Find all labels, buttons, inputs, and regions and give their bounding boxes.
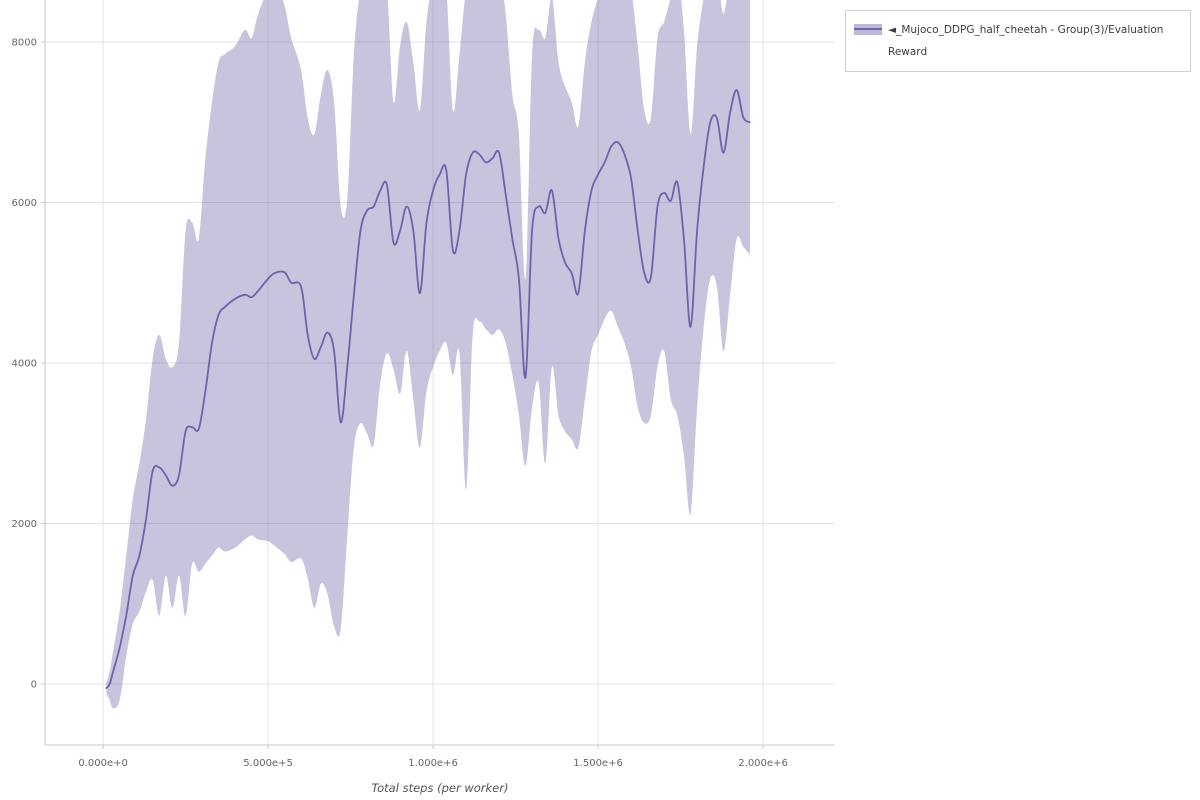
legend-line-mark [854,28,882,30]
legend-label: ◄_Mujoco_DDPG_half_cheetah - Group(3)/Ev… [888,24,1164,59]
grid-lines [45,0,835,745]
svg-text:0.000e+0: 0.000e+0 [78,758,128,769]
mean-line [105,89,751,689]
confidence-band [106,0,750,709]
svg-text:2.000e+6: 2.000e+6 [738,758,788,769]
svg-text:0: 0 [31,680,37,691]
svg-text:1.500e+6: 1.500e+6 [573,758,623,769]
svg-text:1.000e+6: 1.000e+6 [408,758,458,769]
legend[interactable]: ◄_Mujoco_DDPG_half_cheetah - Group(3)/Ev… [845,10,1191,73]
x-tick-labels: 0.000e+0 5.000e+5 1.000e+6 1.500e+6 2.000e+6 [78,758,788,769]
svg-text:6000: 6000 [12,198,37,209]
axis-spines [41,0,835,749]
y-tick-labels: 0 2000 4000 6000 8000 [12,37,37,690]
legend-band-swatch [854,24,882,35]
svg-text:8000: 8000 [12,37,37,48]
svg-text:4000: 4000 [12,358,37,369]
x-axis-title: Total steps (per worker) [371,781,509,795]
svg-text:2000: 2000 [12,519,37,530]
svg-text:5.000e+5: 5.000e+5 [243,758,293,769]
